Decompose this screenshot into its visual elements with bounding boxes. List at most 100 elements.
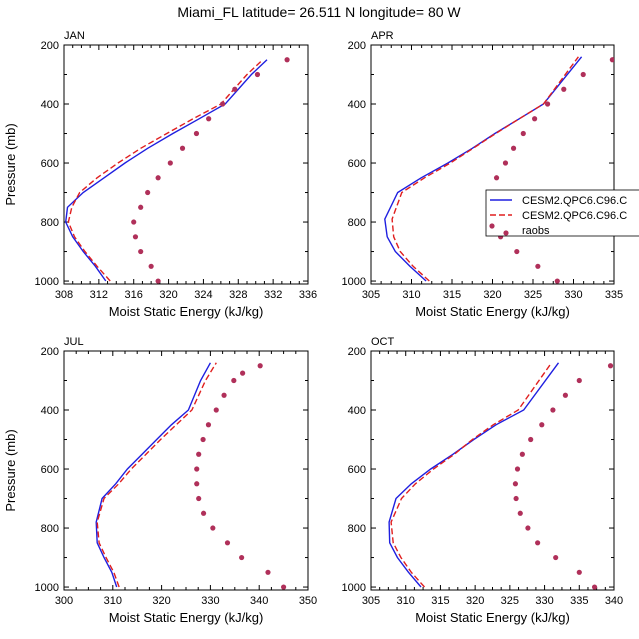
x-tick-label: 325 xyxy=(501,595,519,607)
raobs-point xyxy=(196,451,202,457)
x-tick-label: 340 xyxy=(605,595,623,607)
y-tick-label: 600 xyxy=(41,464,59,476)
x-axis-label: Moist Static Energy (kJ/kg) xyxy=(415,304,570,319)
y-tick-label: 600 xyxy=(348,158,366,170)
x-axis-label: Moist Static Energy (kJ/kg) xyxy=(109,610,264,625)
raobs-point xyxy=(148,263,154,269)
raobs-point xyxy=(200,436,206,443)
raobs-point xyxy=(210,525,216,531)
x-tick-label: 320 xyxy=(466,595,484,607)
raobs-point xyxy=(514,248,520,255)
raobs-point xyxy=(514,466,521,472)
series-line-solid xyxy=(388,362,560,588)
raobs-point xyxy=(196,495,202,502)
raobs-point xyxy=(254,71,261,78)
raobs-point xyxy=(224,540,231,546)
raobs-point xyxy=(535,540,541,546)
y-tick-label: 600 xyxy=(348,464,366,476)
x-tick-label: 305 xyxy=(362,289,380,301)
raobs-point xyxy=(535,263,541,269)
raobs-point xyxy=(132,234,139,240)
raobs-point xyxy=(513,495,519,502)
raobs-point xyxy=(155,278,161,284)
raobs-point xyxy=(519,451,525,457)
raobs-point xyxy=(576,377,582,384)
raobs-point xyxy=(554,278,560,284)
y-tick-label: 200 xyxy=(348,346,366,358)
y-tick-label: 800 xyxy=(348,217,366,229)
y-tick-label: 200 xyxy=(41,40,59,52)
x-tick-label: 315 xyxy=(443,289,461,301)
y-axis-label: Pressure (mb) xyxy=(3,123,18,205)
x-tick-label: 316 xyxy=(125,289,143,301)
raobs-point xyxy=(167,160,173,166)
y-tick-label: 1000 xyxy=(342,276,366,288)
y-tick-label: 400 xyxy=(41,99,59,111)
series-line-dashed xyxy=(67,59,264,282)
x-tick-label: 330 xyxy=(564,289,582,301)
plot-frame xyxy=(370,44,615,285)
panel-label: OCT xyxy=(371,336,395,348)
raobs-point xyxy=(194,466,200,472)
x-tick-label: 324 xyxy=(194,289,212,301)
raobs-point xyxy=(284,57,290,63)
x-tick-label: 320 xyxy=(159,289,177,301)
plot-frame xyxy=(63,44,309,285)
plot-frame xyxy=(63,350,309,591)
x-tick-label: 330 xyxy=(535,595,553,607)
y-tick-label: 400 xyxy=(348,99,366,111)
x-tick-label: 310 xyxy=(104,595,122,607)
panel-label: JAN xyxy=(64,30,85,42)
plot-area xyxy=(64,57,290,284)
y-tick-label: 200 xyxy=(41,346,59,358)
raobs-point xyxy=(145,189,151,196)
raobs-point xyxy=(528,436,534,443)
x-tick-label: 328 xyxy=(229,289,247,301)
raobs-point xyxy=(231,377,237,384)
legend-box xyxy=(485,189,639,237)
plot-area xyxy=(388,362,614,590)
raobs-point xyxy=(525,525,531,531)
raobs-point xyxy=(239,554,245,561)
raobs-point xyxy=(220,101,226,107)
x-tick-label: 312 xyxy=(90,289,108,301)
raobs-point xyxy=(510,145,517,151)
raobs-point xyxy=(580,71,586,78)
x-tick-label: 340 xyxy=(250,595,268,607)
panel-jan: 308 312 316 320 324 328 332 336 200 400 600 800 1000… xyxy=(3,30,317,319)
raobs-point xyxy=(512,481,519,487)
raobs-point xyxy=(281,584,287,590)
y-tick-label: 1000 xyxy=(342,582,366,594)
panel-jul: 300 310 320 330 340 350 200 400 600 800 1000 JUL Moi… xyxy=(3,336,317,625)
raobs-point xyxy=(550,407,556,413)
series-line-solid xyxy=(95,362,212,588)
x-tick-label: 320 xyxy=(152,595,170,607)
legend-entry: CESM2.QPC6.C96.C xyxy=(522,195,627,207)
series-line-dashed xyxy=(390,362,553,588)
raobs-point xyxy=(265,569,271,575)
x-tick-label: 335 xyxy=(570,595,588,607)
raobs-point xyxy=(205,422,212,428)
panel-label: APR xyxy=(371,30,394,42)
x-tick-label: 300 xyxy=(55,595,73,607)
plot-area xyxy=(384,56,614,284)
y-tick-label: 1000 xyxy=(35,582,59,594)
raobs-point xyxy=(193,130,200,137)
raobs-point xyxy=(532,116,538,122)
x-tick-label: 332 xyxy=(264,289,282,301)
raobs-point xyxy=(517,510,523,516)
raobs-point xyxy=(155,175,161,181)
legend-entry: raobs xyxy=(522,225,550,237)
raobs-point xyxy=(179,145,186,151)
raobs-point xyxy=(553,554,559,561)
raobs-point xyxy=(194,481,200,487)
panel-oct: 305 310 315 320 325 330 335 340 200 400 600 800 1000… xyxy=(342,336,624,625)
raobs-point xyxy=(240,370,246,376)
series-line-dashed xyxy=(391,56,579,282)
raobs-point xyxy=(561,86,567,92)
x-tick-label: 310 xyxy=(397,595,415,607)
x-tick-label: 350 xyxy=(299,595,317,607)
x-tick-label: 305 xyxy=(362,595,380,607)
y-axis-label: Pressure (mb) xyxy=(3,429,18,511)
raobs-point xyxy=(213,407,219,413)
